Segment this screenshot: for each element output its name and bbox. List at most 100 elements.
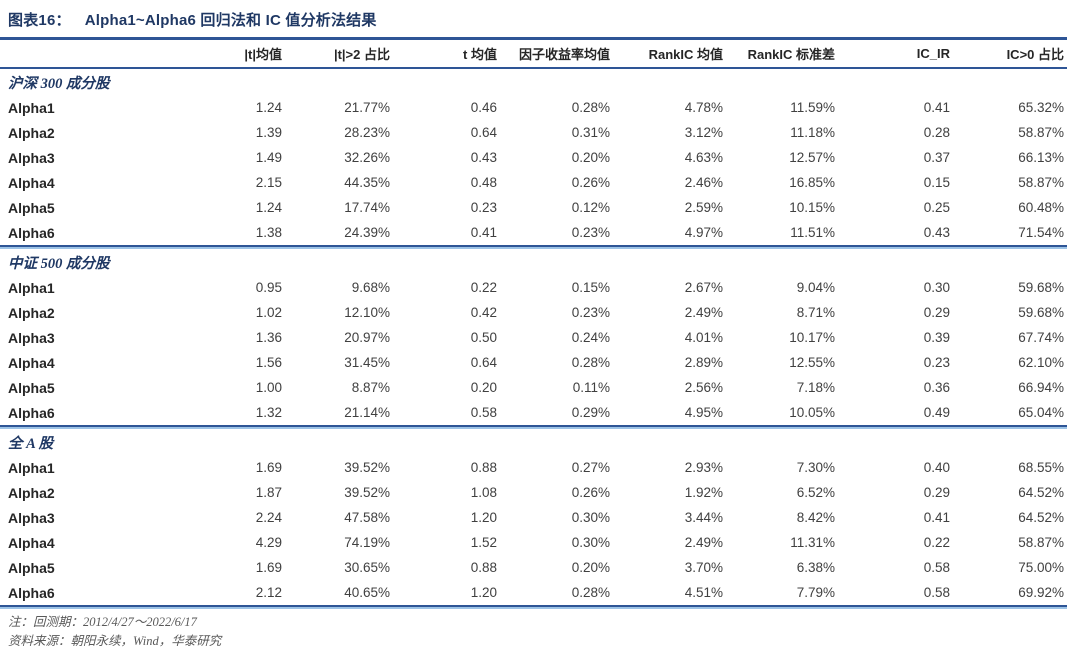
value-cell: 32.26% — [344, 150, 390, 165]
value-cell: 1.87 — [255, 485, 282, 500]
value-cell: 12.10% — [344, 305, 390, 320]
row-label: Alpha6 — [0, 220, 170, 247]
data-row: Alpha6 1.38 24.39% 0.41 0.23% 4.97% 11.51% 0.43… — [0, 220, 1067, 247]
value-cell: 59.68% — [1018, 280, 1064, 295]
row-label-column-header — [0, 37, 170, 69]
value-cell: 60.48% — [1018, 200, 1064, 215]
value-cell: 0.40 — [923, 460, 950, 475]
value-cell: 0.12% — [571, 200, 610, 215]
value-cell: 4.97% — [610, 220, 723, 247]
value-cell: 40.65% — [282, 580, 390, 607]
value-cell: 7.79% — [723, 580, 835, 607]
value-cell: 24.39% — [282, 220, 390, 247]
value-cell: 6.38% — [796, 560, 835, 575]
value-cell: 2.24 — [255, 510, 282, 525]
value-cell: 0.58 — [390, 400, 497, 427]
value-cell: 47.58% — [344, 510, 390, 525]
footnotes: 注：回测期：2012/4/27～2022/6/17 资料来源：朝阳永续，Wind… — [0, 607, 1067, 652]
data-row: Alpha5 1.69 30.65% 0.88 0.20% 3.70% 6.38% 0.58 7… — [0, 555, 1067, 580]
value-cell: 1.39 — [255, 125, 282, 140]
value-cell: 2.89% — [684, 355, 723, 370]
value-cell: 11.31% — [790, 535, 835, 550]
value-cell: 2.93% — [684, 460, 723, 475]
value-cell: 6.52% — [796, 485, 835, 500]
value-cell: 0.43 — [470, 150, 497, 165]
value-cell: 30.65% — [344, 560, 390, 575]
value-cell: 10.17% — [789, 330, 835, 345]
value-cell: 0.28% — [571, 355, 610, 370]
value-cell: 0.41 — [390, 220, 497, 247]
value-cell: 1.36 — [255, 330, 282, 345]
value-cell: 16.85% — [789, 175, 835, 190]
value-cell: 2.46% — [684, 175, 723, 190]
column-header: IC>0 占比 — [950, 37, 1067, 69]
value-cell: 0.41 — [923, 100, 950, 115]
value-cell: 0.39 — [923, 330, 950, 345]
column-header: |t|均值 — [170, 37, 282, 69]
data-row: Alpha6 2.12 40.65% 1.20 0.28% 4.51% 7.79% 0.58 6… — [0, 580, 1067, 607]
data-row: Alpha1 1.24 21.77% 0.46 0.28% 4.78% 11.59% 0.41… — [0, 95, 1067, 120]
value-cell: 28.23% — [344, 125, 390, 140]
value-cell: 0.29 — [923, 485, 950, 500]
section-header-row: 全 A 股 — [0, 427, 1067, 455]
value-cell: 0.49 — [835, 400, 950, 427]
value-cell: 0.26% — [571, 175, 610, 190]
value-cell: 3.12% — [684, 125, 723, 140]
value-cell: 1.00 — [255, 380, 282, 395]
section-title: 沪深 300 成分股 — [8, 75, 110, 92]
row-label: Alpha3 — [8, 329, 55, 346]
row-label: Alpha4 — [8, 534, 55, 551]
value-cell: 2.15 — [255, 175, 282, 190]
value-cell: 2.56% — [684, 380, 723, 395]
value-cell: 1.56 — [255, 355, 282, 370]
value-cell: 7.30% — [796, 460, 835, 475]
value-cell: 9.04% — [796, 280, 835, 295]
value-cell: 0.20 — [470, 380, 497, 395]
value-cell: 2.49% — [684, 535, 723, 550]
value-cell: 65.04% — [950, 400, 1067, 427]
column-header: RankIC 均值 — [610, 37, 723, 69]
value-cell: 1.20 — [470, 510, 497, 525]
data-row: Alpha1 0.95 9.68% 0.22 0.15% 2.67% 9.04% 0.30 59… — [0, 275, 1067, 300]
value-cell: 8.87% — [351, 380, 390, 395]
value-cell: 0.22 — [470, 280, 497, 295]
row-label: Alpha2 — [8, 304, 55, 321]
value-cell: 0.88 — [470, 460, 497, 475]
value-cell: 2.49% — [684, 305, 723, 320]
value-cell: 64.52% — [1018, 510, 1064, 525]
value-cell: 8.71% — [796, 305, 835, 320]
value-cell: 0.29% — [497, 400, 610, 427]
value-cell: 0.24% — [571, 330, 610, 345]
value-cell: 0.88 — [470, 560, 497, 575]
value-cell: 0.23 — [923, 355, 950, 370]
row-label: Alpha2 — [8, 124, 55, 141]
value-cell: 1.69 — [255, 460, 282, 475]
value-cell: 0.43 — [835, 220, 950, 247]
value-cell: 1.52 — [470, 535, 497, 550]
value-cell: 0.64 — [470, 125, 497, 140]
value-cell: 68.55% — [1018, 460, 1064, 475]
figure-name: Alpha1~Alpha6 回归法和 IC 值分析法结果 — [84, 12, 377, 29]
value-cell: 58.87% — [1018, 535, 1064, 550]
row-label: Alpha5 — [8, 199, 55, 216]
value-cell: 4.95% — [610, 400, 723, 427]
row-label: Alpha1 — [8, 459, 55, 476]
data-row: Alpha2 1.87 39.52% 1.08 0.26% 1.92% 6.52% 0.29 6… — [0, 480, 1067, 505]
value-cell: 0.30% — [571, 510, 610, 525]
data-row: Alpha3 2.24 47.58% 1.20 0.30% 3.44% 8.42% 0.41 6… — [0, 505, 1067, 530]
value-cell: 39.52% — [344, 485, 390, 500]
value-cell: 8.42% — [796, 510, 835, 525]
value-cell: 12.57% — [789, 150, 835, 165]
value-cell: 0.15 — [923, 175, 950, 190]
value-cell: 31.45% — [344, 355, 390, 370]
data-row: Alpha4 2.15 44.35% 0.48 0.26% 2.46% 16.85% 0.15… — [0, 170, 1067, 195]
row-label: Alpha6 — [0, 580, 170, 607]
table-body: 沪深 300 成分股 Alpha1 1.24 21.77% 0.46 0.28% 4.78%… — [0, 69, 1067, 607]
value-cell: 62.10% — [1018, 355, 1064, 370]
value-cell: 1.92% — [684, 485, 723, 500]
value-cell: 0.48 — [470, 175, 497, 190]
value-cell: 58.87% — [1018, 175, 1064, 190]
value-cell: 0.23 — [470, 200, 497, 215]
value-cell: 2.67% — [684, 280, 723, 295]
value-cell: 1.20 — [390, 580, 497, 607]
